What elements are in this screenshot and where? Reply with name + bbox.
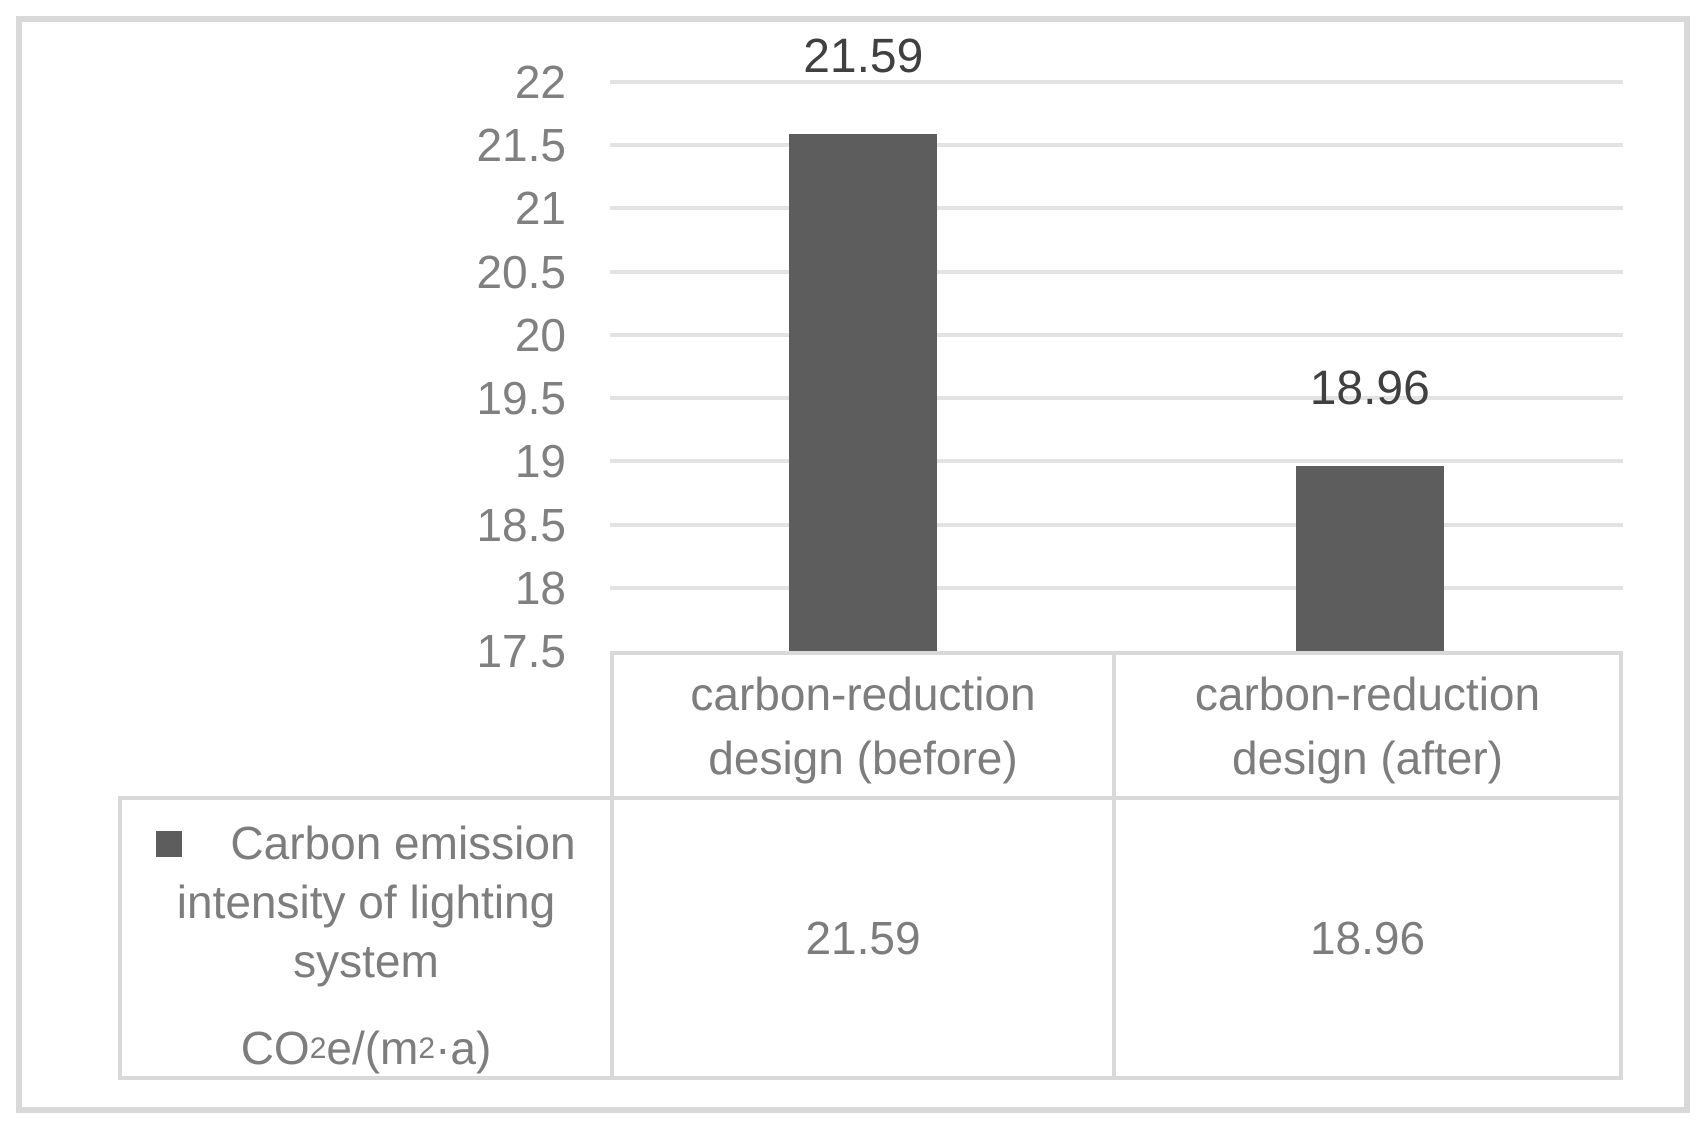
unit-superscript: 2 xyxy=(418,1032,436,1065)
legend-text-3: system xyxy=(293,935,439,987)
data-label-after: 18.96 xyxy=(1309,362,1430,416)
value-before: 21.59 xyxy=(805,912,921,964)
category-header-before-line1: carbon-reduction xyxy=(690,667,1036,720)
y-axis-tick-label: 19 xyxy=(514,435,566,488)
category-header-after-line1: carbon-reduction xyxy=(1194,667,1541,720)
y-axis-tick-label: 22 xyxy=(514,56,566,108)
y-axis-tick-label: 21.5 xyxy=(476,119,566,172)
legend-line-2: intensity of lighting xyxy=(177,873,555,932)
category-header-before-line2: design (before) xyxy=(708,731,1018,784)
legend-text-2: intensity of lighting xyxy=(176,876,556,928)
gridline-19.5 xyxy=(610,396,1623,401)
legend-unit-line: CO 2 e/(m 2 ·a) xyxy=(241,1019,492,1078)
legend-text-1: Carbon emission xyxy=(230,817,576,869)
gridline-18 xyxy=(610,585,1623,590)
category-header-after-line2: design (after) xyxy=(1231,731,1503,784)
unit-mid: e/(m xyxy=(326,1022,419,1074)
y-axis-tick-label: 20.5 xyxy=(476,245,566,298)
y-axis-tick-label: 20 xyxy=(514,308,566,361)
bar-after xyxy=(1295,466,1444,651)
gridline-20.5 xyxy=(610,269,1623,274)
category-header-after: carbon-reduction design (after) xyxy=(1112,651,1623,800)
gridline-19 xyxy=(610,459,1623,464)
legend-line-1: Carbon emission xyxy=(156,814,576,873)
gridline-22 xyxy=(610,80,1623,84)
legend-line-3: system xyxy=(293,932,439,991)
gridline-18.5 xyxy=(610,522,1623,527)
series-legend-key-icon xyxy=(156,830,183,857)
unit-suffix: ·a) xyxy=(435,1022,492,1074)
legend-cell: Carbon emission intensity of lighting sy… xyxy=(118,796,614,1080)
y-axis-tick-label: 18.5 xyxy=(476,498,566,551)
category-header-before: carbon-reduction design (before) xyxy=(610,651,1116,800)
y-axis-tick-label: 21 xyxy=(514,182,566,235)
y-axis-tick-label: 17.5 xyxy=(476,625,566,677)
y-axis-tick-label: 19.5 xyxy=(476,372,566,425)
y-axis-tick-label: 18 xyxy=(514,561,566,614)
gridline-21.5 xyxy=(610,143,1623,148)
gridline-21 xyxy=(610,206,1623,211)
value-cell-before: 21.59 xyxy=(610,796,1116,1080)
unit-prefix: CO xyxy=(240,1022,310,1074)
bar-before xyxy=(789,133,938,651)
unit-subscript: 2 xyxy=(309,1032,327,1065)
data-label-before: 21.59 xyxy=(803,29,924,83)
gridline-20 xyxy=(610,332,1623,337)
value-cell-after: 18.96 xyxy=(1112,796,1623,1080)
value-after: 18.96 xyxy=(1309,912,1426,964)
